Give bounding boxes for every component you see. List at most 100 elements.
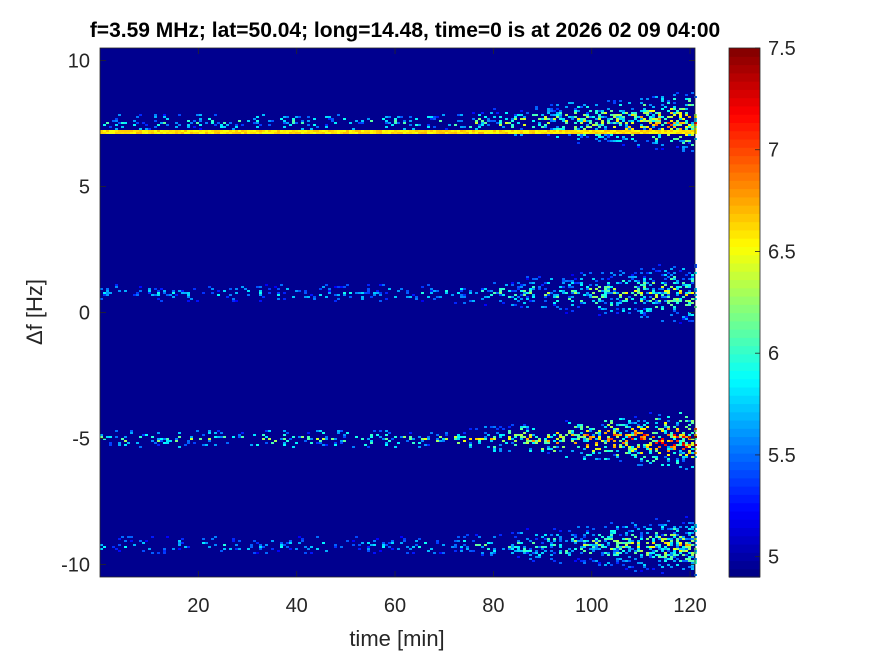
heatmap-cell <box>361 130 364 132</box>
heatmap-cell <box>685 558 688 560</box>
heatmap-cell <box>631 534 634 536</box>
heatmap-cell <box>271 540 274 542</box>
heatmap-cell <box>223 130 226 132</box>
heatmap-cell <box>385 120 388 122</box>
heatmap-cell <box>154 114 157 116</box>
heatmap-cell <box>412 442 415 444</box>
heatmap-cell <box>493 132 496 134</box>
heatmap-cell <box>643 314 646 316</box>
heatmap-cell <box>607 136 610 138</box>
heatmap-cell <box>460 294 463 296</box>
heatmap-cell <box>268 430 271 432</box>
heatmap-cell <box>655 300 658 302</box>
heatmap-cell <box>157 292 160 294</box>
heatmap-cell <box>505 130 508 132</box>
heatmap-cell <box>562 440 565 442</box>
heatmap-cell <box>688 290 691 292</box>
heatmap-cell <box>640 132 643 134</box>
heatmap-cell <box>100 130 103 132</box>
heatmap-cell <box>595 134 598 136</box>
heatmap-cell <box>607 436 610 438</box>
heatmap-cell <box>550 544 553 546</box>
heatmap-cell <box>388 432 391 434</box>
heatmap-cell <box>232 132 235 134</box>
heatmap-cell <box>604 290 607 292</box>
heatmap-cell <box>547 122 550 124</box>
heatmap-cell <box>127 132 130 134</box>
heatmap-cell <box>520 298 523 300</box>
heatmap-cell <box>625 128 628 130</box>
heatmap-cell <box>229 122 232 124</box>
heatmap-cell <box>418 442 421 444</box>
heatmap-cell <box>676 554 679 556</box>
heatmap-cell <box>241 132 244 134</box>
heatmap-cell <box>643 428 646 430</box>
heatmap-cell <box>676 444 679 446</box>
heatmap-cell <box>454 302 457 304</box>
heatmap-cell <box>580 278 583 280</box>
heatmap-cell <box>418 546 421 548</box>
heatmap-cell <box>577 426 580 428</box>
heatmap-cell <box>139 114 142 116</box>
heatmap-cell <box>601 116 604 118</box>
heatmap-cell <box>388 542 391 544</box>
heatmap-cell <box>502 130 505 132</box>
heatmap-cell <box>580 546 583 548</box>
heatmap-cell <box>211 130 214 132</box>
heatmap-cell <box>298 290 301 292</box>
heatmap-cell <box>634 448 637 450</box>
heatmap-cell <box>619 300 622 302</box>
heatmap-cell <box>655 294 658 296</box>
heatmap-cell <box>553 440 556 442</box>
heatmap-cell <box>637 290 640 292</box>
heatmap-cell <box>304 292 307 294</box>
heatmap-cell <box>691 532 694 534</box>
colorbar-tick-label: 6 <box>768 343 779 365</box>
heatmap-cell <box>673 266 676 268</box>
heatmap-cell <box>133 132 136 134</box>
heatmap-cell <box>646 528 649 530</box>
heatmap-cell <box>670 108 673 110</box>
heatmap-cell <box>571 440 574 442</box>
colorbar-step <box>729 486 760 495</box>
heatmap-cell <box>562 436 565 438</box>
heatmap-cell <box>631 450 634 452</box>
colorbar-step <box>729 436 760 446</box>
heatmap-cell <box>532 300 535 302</box>
heatmap-cell <box>505 132 508 134</box>
heatmap-cell <box>685 122 688 124</box>
heatmap-cell <box>487 434 490 436</box>
heatmap-cell <box>427 126 430 128</box>
heatmap-cell <box>652 568 655 570</box>
heatmap-cell <box>232 130 235 132</box>
heatmap-cell <box>568 132 571 134</box>
heatmap-cell <box>592 116 595 118</box>
heatmap-cell <box>676 542 679 544</box>
heatmap-cell <box>670 552 673 554</box>
heatmap-cell <box>277 294 280 296</box>
heatmap-cell <box>286 130 289 132</box>
heatmap-cell <box>535 538 538 540</box>
heatmap-cell <box>673 132 676 134</box>
heatmap-cell <box>577 424 580 426</box>
heatmap-cell <box>361 292 364 294</box>
heatmap-cell <box>688 534 691 536</box>
heatmap-cell <box>514 436 517 438</box>
heatmap-cell <box>256 132 259 134</box>
heatmap-cell <box>472 118 475 120</box>
heatmap-cell <box>643 564 646 566</box>
heatmap-cell <box>484 432 487 434</box>
heatmap-cell <box>589 552 592 554</box>
heatmap-cell <box>625 568 628 570</box>
heatmap-cell <box>547 118 550 120</box>
heatmap-cell <box>361 132 364 134</box>
heatmap-cell <box>205 122 208 124</box>
heatmap-cell <box>688 558 691 560</box>
heatmap-cell <box>634 430 637 432</box>
heatmap-cell <box>223 544 226 546</box>
colorbar-step <box>729 535 760 545</box>
heatmap-cell <box>211 292 214 294</box>
heatmap-cell <box>433 132 436 134</box>
heatmap-cell <box>682 440 685 442</box>
heatmap-cell <box>643 446 646 448</box>
